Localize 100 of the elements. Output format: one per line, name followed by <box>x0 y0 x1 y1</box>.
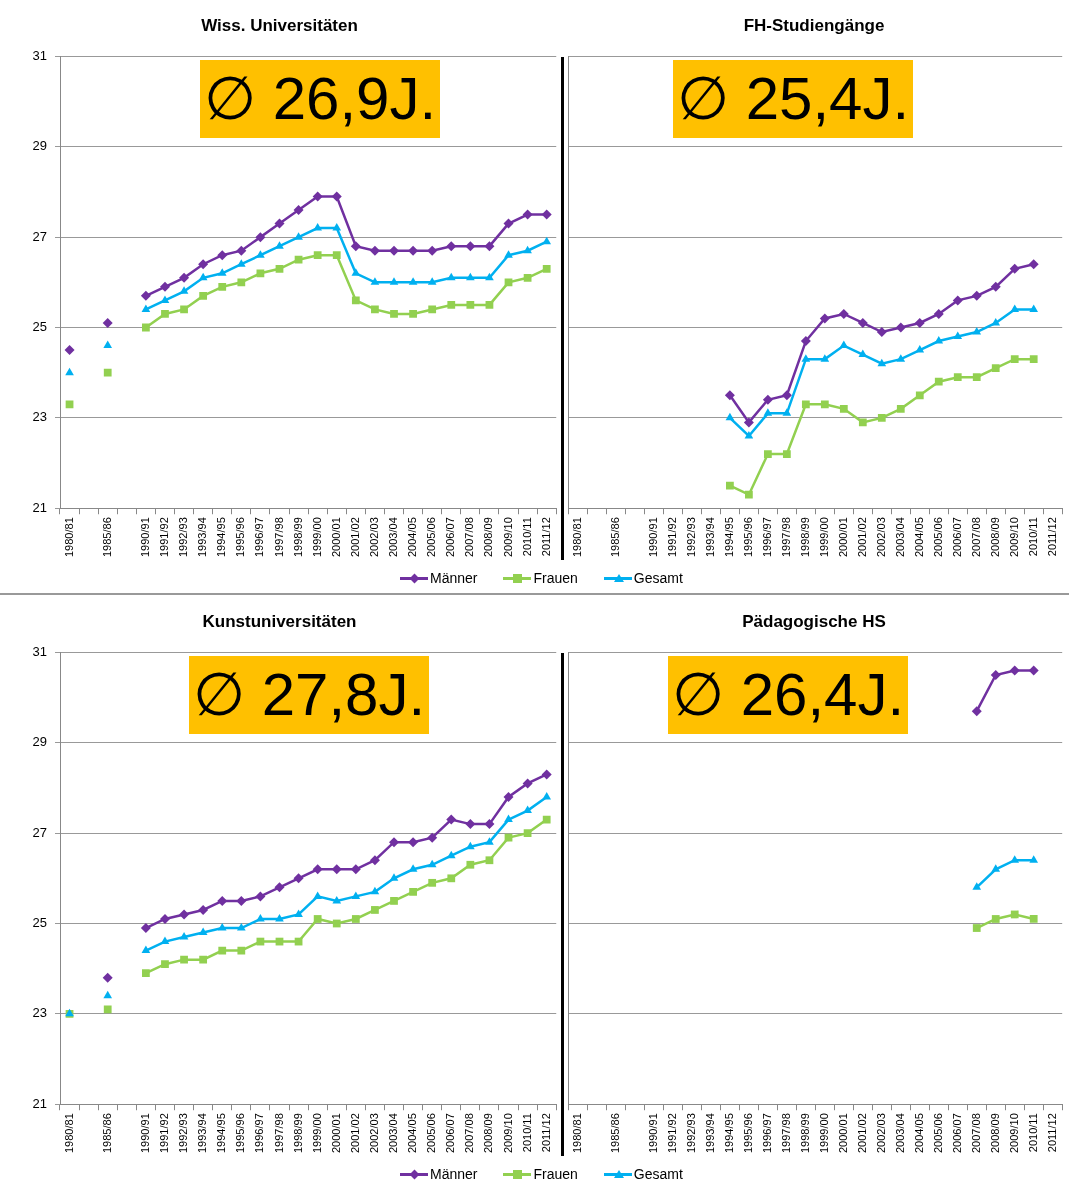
x-tick-label: 1999/00 <box>310 517 323 557</box>
x-tick-label: 2003/04 <box>387 1113 400 1153</box>
legend-label: Männer <box>430 570 478 586</box>
x-tick-label: 2009/10 <box>501 517 514 557</box>
x-tick-label: 2010/11 <box>1026 1113 1039 1153</box>
x-tick-label: 1999/00 <box>310 1113 323 1153</box>
x-tick-label: 1998/99 <box>798 1113 811 1153</box>
chart-title: Wiss. Universitäten <box>201 15 358 35</box>
x-tick-label: 1998/99 <box>291 1113 304 1153</box>
x-tick-label: 1999/00 <box>817 1113 830 1153</box>
x-tick-label: 1996/97 <box>253 517 266 557</box>
legend-label: Männer <box>430 1166 478 1182</box>
x-tick-label: 1980/81 <box>571 1113 584 1153</box>
x-tick-label: 2004/05 <box>912 517 925 557</box>
legend-label: Gesamt <box>633 1166 683 1182</box>
x-tick-label: 1980/81 <box>62 1113 75 1153</box>
annotation: ∅ 27,8J. <box>189 656 430 734</box>
x-tick-label: 2009/10 <box>1007 1113 1020 1153</box>
x-tick-label: 1996/97 <box>760 1113 773 1153</box>
chart-title: Kunstuniversitäten <box>202 611 357 631</box>
x-tick-label: 1991/92 <box>158 517 170 557</box>
y-tick-label: 27 <box>32 824 47 840</box>
x-tick-label: 1998/99 <box>291 517 304 557</box>
x-tick-label: 2000/01 <box>836 517 849 557</box>
annotation: ∅ 26,9J. <box>200 60 441 138</box>
x-tick-label: 1996/97 <box>760 517 773 557</box>
y-tick-label: 25 <box>32 915 47 931</box>
annotation: ∅ 26,4J. <box>668 656 909 734</box>
x-tick-label: 2007/08 <box>463 1113 476 1153</box>
x-tick-label: 1997/98 <box>272 517 285 557</box>
x-tick-label: 2004/05 <box>912 1113 925 1153</box>
x-tick-label: 1985/86 <box>100 1113 113 1153</box>
x-tick-label: 1994/95 <box>215 1113 228 1153</box>
x-tick-label: 2007/08 <box>969 517 982 557</box>
x-tick-label: 1995/96 <box>234 1113 247 1153</box>
x-tick-label: 2011/12 <box>1045 1113 1058 1153</box>
y-tick-label: 29 <box>32 138 47 154</box>
x-tick-label: 1994/95 <box>722 517 735 557</box>
x-tick-label: 1998/99 <box>798 517 811 557</box>
y-tick-label: 29 <box>32 734 47 750</box>
x-tick-label: 1991/92 <box>158 1113 170 1153</box>
x-tick-label: 2005/06 <box>425 517 438 557</box>
x-tick-label: 1990/91 <box>138 1113 151 1153</box>
x-tick-label: 2011/12 <box>1045 517 1058 557</box>
x-tick-label: 1999/00 <box>817 517 830 557</box>
x-tick-label: 1997/98 <box>779 1113 792 1153</box>
x-tick-label: 2007/08 <box>969 1113 982 1153</box>
x-tick-label: 1993/94 <box>703 1113 716 1153</box>
annotation: ∅ 25,4J. <box>673 60 914 138</box>
x-tick-label: 1990/91 <box>138 517 151 557</box>
x-tick-label: 2003/04 <box>893 517 906 557</box>
legend-label: Frauen <box>533 570 578 586</box>
x-tick-label: 2001/02 <box>855 517 868 557</box>
y-tick-label: 21 <box>32 1095 47 1111</box>
x-tick-label: 2002/03 <box>367 517 380 557</box>
x-tick-label: 1996/97 <box>253 1113 266 1153</box>
x-tick-label: 2001/02 <box>348 517 361 557</box>
x-tick-label: 2000/01 <box>329 517 342 557</box>
x-tick-label: 1992/93 <box>177 1113 190 1153</box>
x-tick-label: 1997/98 <box>272 1113 285 1153</box>
y-tick-label: 31 <box>32 643 47 659</box>
x-tick-label: 1980/81 <box>62 517 75 557</box>
x-tick-label: 1993/94 <box>196 1113 209 1153</box>
x-tick-label: 1990/91 <box>646 517 659 557</box>
x-tick-label: 1991/92 <box>665 1113 678 1153</box>
x-tick-label: 2010/11 <box>520 1113 533 1153</box>
x-tick-label: 2008/09 <box>482 1113 495 1153</box>
x-tick-label: 1992/93 <box>684 517 697 557</box>
x-tick-label: 2005/06 <box>931 517 944 557</box>
x-tick-label: 1992/93 <box>684 1113 697 1153</box>
x-tick-label: 1990/91 <box>646 1113 659 1153</box>
x-tick-label: 2008/09 <box>482 517 495 557</box>
x-tick-label: 2006/07 <box>950 1113 963 1153</box>
x-tick-label: 1995/96 <box>741 1113 754 1153</box>
x-tick-label: 2006/07 <box>950 517 963 557</box>
x-tick-label: 2004/05 <box>406 1113 419 1153</box>
chart-title: FH-Studiengänge <box>743 15 885 35</box>
x-tick-label: 2003/04 <box>893 1113 906 1153</box>
x-tick-label: 2006/07 <box>444 1113 457 1153</box>
y-tick-label: 27 <box>32 228 47 244</box>
x-tick-label: 2002/03 <box>874 1113 887 1153</box>
x-tick-label: 2000/01 <box>329 1113 342 1153</box>
x-tick-label: 2005/06 <box>425 1113 438 1153</box>
x-tick-label: 1993/94 <box>196 517 209 557</box>
y-tick-label: 31 <box>32 47 47 63</box>
x-tick-label: 2011/12 <box>539 1113 552 1153</box>
y-tick-label: 23 <box>32 1005 47 1021</box>
x-tick-label: 1994/95 <box>215 517 228 557</box>
x-tick-label: 2002/03 <box>874 517 887 557</box>
x-tick-label: 1992/93 <box>177 517 190 557</box>
x-tick-label: 1997/98 <box>779 517 792 557</box>
x-tick-label: 2010/11 <box>1026 517 1039 557</box>
x-tick-label: 2003/04 <box>387 517 400 557</box>
x-tick-label: 2002/03 <box>367 1113 380 1153</box>
x-tick-label: 1995/96 <box>741 517 754 557</box>
y-tick-label: 25 <box>32 319 47 335</box>
x-tick-label: 2005/06 <box>931 1113 944 1153</box>
x-tick-label: 1985/86 <box>100 517 113 557</box>
x-tick-label: 2000/01 <box>836 1113 849 1153</box>
x-tick-label: 2007/08 <box>463 517 476 557</box>
